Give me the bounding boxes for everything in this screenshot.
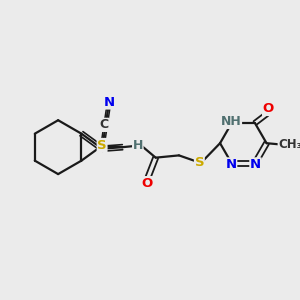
Text: N: N <box>250 158 261 171</box>
Text: O: O <box>142 177 153 190</box>
Text: N: N <box>226 158 237 171</box>
Text: S: S <box>97 139 107 152</box>
Text: CH₃: CH₃ <box>278 138 300 151</box>
Text: C: C <box>100 118 109 131</box>
Text: H: H <box>133 139 143 152</box>
Text: O: O <box>262 102 274 116</box>
Text: N: N <box>103 96 114 109</box>
Text: S: S <box>194 156 204 169</box>
Text: NH: NH <box>221 116 242 128</box>
